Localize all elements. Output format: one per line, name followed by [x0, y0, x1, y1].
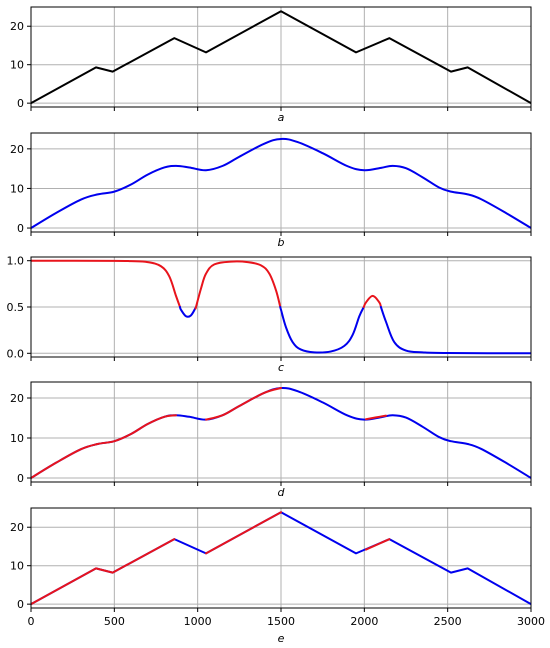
panel-label: d: [278, 486, 286, 499]
panel-label: e: [278, 632, 285, 645]
x-tick-label: 1000: [184, 615, 212, 628]
series-line-1: [31, 538, 176, 606]
chart-panel-d: 0 10 20 d: [10, 381, 532, 499]
y-tick-label: 0: [17, 598, 24, 611]
x-tick-label: 500: [104, 615, 125, 628]
panel-label: b: [278, 236, 285, 249]
x-tick-label: 0: [28, 615, 35, 628]
series-line: [179, 306, 197, 318]
series-line: [279, 306, 365, 354]
y-tick-label: 1.0: [7, 255, 25, 268]
y-tick-label: 10: [10, 560, 24, 573]
y-tick-label: 20: [10, 392, 24, 405]
y-tick-label: 0: [17, 472, 24, 485]
y-tick-label: 10: [10, 182, 24, 195]
y-tick-label: 20: [10, 143, 24, 156]
series-line-3: [365, 538, 391, 551]
series-line: [362, 294, 382, 308]
x-tick-label: 1500: [267, 615, 295, 628]
series-line-1: [31, 414, 177, 479]
chart-panel-a: 0 10 20 a: [10, 6, 532, 124]
x-tick-label: 3000: [517, 615, 545, 628]
y-tick-label: 0.0: [7, 347, 25, 360]
y-tick-label: 0.5: [7, 301, 25, 314]
series-line-0: [31, 137, 531, 230]
panel-label: c: [278, 361, 284, 374]
chart-panel-c: 0.0 0.5 1.0 c: [7, 255, 532, 374]
y-tick-label: 0: [17, 222, 24, 235]
series-line-3: [365, 414, 387, 421]
series-line: [194, 260, 282, 310]
series-line-2: [205, 387, 282, 421]
chart-panel-b: 0 10 20 b: [10, 132, 532, 249]
x-tick-label: 2500: [434, 615, 462, 628]
x-tick-label: 2000: [350, 615, 378, 628]
chart-panel-e: 0 500 1000 1500 2000 2500 3000 0 10 20 e: [10, 507, 545, 645]
y-tick-label: 20: [10, 20, 24, 33]
series-line: [379, 306, 531, 355]
y-tick-label: 10: [10, 59, 24, 72]
y-tick-label: 0: [17, 97, 24, 110]
series-line-2: [205, 511, 282, 555]
panel-label: a: [278, 111, 285, 124]
series-line: [31, 259, 181, 308]
y-tick-label: 10: [10, 432, 24, 445]
series-line-0: [31, 10, 531, 105]
y-tick-label: 20: [10, 521, 24, 534]
